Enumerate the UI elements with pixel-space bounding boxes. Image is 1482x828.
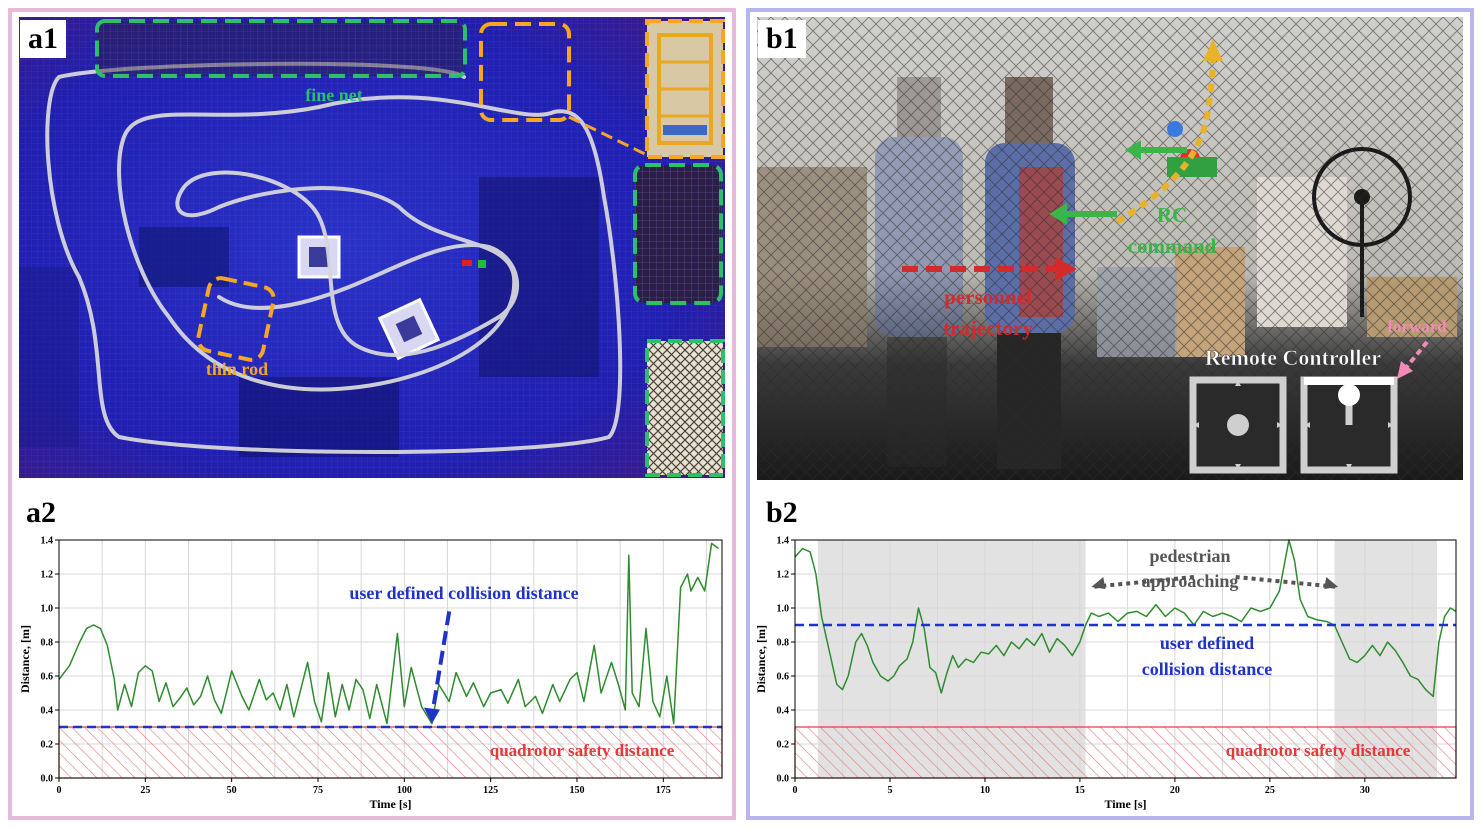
fine-net-label: fine net [305, 85, 363, 105]
thin-rod-region [196, 276, 276, 362]
y-tick-label: 0.4 [777, 706, 790, 717]
collision-annotation-arrowhead [423, 707, 440, 724]
y-tick-label: 0.6 [41, 672, 54, 683]
collision-label-line1: user defined [1160, 633, 1254, 653]
pedestrian-label-line2: approaching [1142, 571, 1239, 591]
x-axis-label: Time [s] [1104, 797, 1146, 811]
y-tick-label: 0.8 [41, 638, 54, 649]
x-tick-label: 15 [1075, 785, 1085, 796]
a1-map-image: fine net thin rod [19, 17, 725, 478]
y-tick-label: 0.0 [41, 774, 54, 785]
plot-frame [794, 539, 1457, 779]
x-tick-label: 125 [483, 785, 498, 796]
x-tick-label: 75 [313, 785, 323, 796]
y-tick-label: 0.6 [777, 672, 790, 683]
collision-distance-label: user defined collision distance [349, 583, 578, 603]
y-axis-label: Distance, [m] [18, 625, 32, 693]
y-tick-label: 1.4 [41, 536, 54, 547]
collision-annotation-arrow [430, 611, 452, 710]
x-tick-label: 20 [1170, 785, 1180, 796]
x-tick-label: 0 [57, 785, 62, 796]
x-tick-label: 30 [1360, 785, 1370, 796]
left-stick [1189, 376, 1287, 474]
y-tick-label: 1.2 [41, 570, 54, 581]
forward-arrow [1403, 340, 1429, 371]
forward-label: forward [1387, 317, 1447, 336]
plot-frame [58, 539, 723, 779]
fine-net-region-right [633, 163, 723, 305]
x-tick-label: 150 [569, 785, 584, 796]
personnel-label-line2: trajectory [943, 316, 1033, 340]
x-tick-label: 10 [980, 785, 990, 796]
right-stick [1300, 376, 1398, 474]
panel-label-a2: a2 [26, 494, 56, 532]
y-axis-label: Distance, [m] [754, 625, 768, 693]
y-tick-label: 0.4 [41, 706, 54, 717]
y-tick-label: 0.0 [777, 774, 790, 785]
thin-rod-label: thin rod [206, 359, 268, 379]
pedestrian-arrow-left [1091, 575, 1195, 589]
pedestrian-arrow-right [1235, 575, 1339, 589]
pedestrian-label-line1: pedestrian [1150, 546, 1231, 566]
x-tick-label: 50 [227, 785, 237, 796]
b1-lab-image: RC command personnel trajectory Remote C… [757, 17, 1463, 480]
drone-path-arrow [1115, 54, 1216, 225]
scaffold-inset [645, 19, 725, 159]
panel-b-frame [746, 8, 1474, 820]
panel-a-frame [8, 8, 736, 820]
y-tick-label: 1.0 [777, 604, 790, 615]
fine-net-region-top [95, 19, 467, 78]
y-tick-label: 1.0 [41, 604, 54, 615]
panel-label-b2: b2 [766, 494, 798, 532]
flight-trajectory [45, 61, 623, 454]
x-axis-label: Time [s] [369, 797, 411, 811]
pedestrian-arrow-left-head [1091, 577, 1106, 589]
pedestrian-arrow-right-head [1324, 577, 1339, 589]
x-tick-label: 25 [1265, 785, 1275, 796]
chart-b2: 0 5 10 15 20 25 30 0.0 0.2 0.4 0.6 0.8 1.0 1.2 1.4 Tim… [754, 536, 1457, 811]
rc-label-line1: RC [1157, 203, 1187, 227]
y-tick-label: 1.4 [777, 536, 790, 547]
panel-label-b1: b1 [758, 20, 806, 58]
safety-distance-label: quadrotor safety distance [1226, 741, 1411, 760]
panel-label-a1: a1 [20, 20, 66, 58]
rc-label-line2: command [1128, 234, 1217, 258]
y-tick-label: 0.8 [777, 638, 790, 649]
collision-label-line2: collision distance [1142, 659, 1273, 679]
x-tick-label: 5 [887, 785, 892, 796]
chart-a2: 0 25 50 75 100 125 150 175 0.0 0.2 0.4 0.6 0.8 1.0 1.2… [18, 536, 723, 811]
remote-controller-label: Remote Controller [1205, 345, 1381, 370]
distance-series-line [794, 539, 1457, 698]
distance-series-line [58, 542, 719, 725]
x-tick-label: 25 [140, 785, 150, 796]
y-tick-label: 0.2 [777, 740, 790, 751]
safety-distance-label: quadrotor safety distance [490, 741, 675, 760]
y-tick-label: 1.2 [777, 570, 790, 581]
orange-region-top [479, 22, 571, 122]
net-closeup-inset [645, 339, 725, 477]
x-tick-label: 0 [793, 785, 798, 796]
y-tick-label: 0.2 [41, 740, 54, 751]
x-tick-label: 100 [397, 785, 412, 796]
personnel-label-line1: personnel [944, 285, 1032, 309]
x-tick-label: 175 [656, 785, 671, 796]
